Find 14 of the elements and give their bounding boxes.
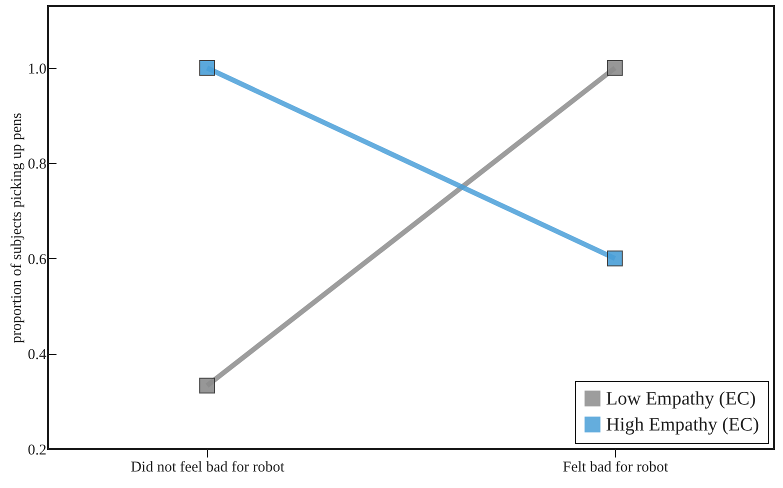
y-axis-title: proportion of subjects picking up pens [8, 112, 25, 344]
x-tick-label: Did not feel bad for robot [130, 460, 286, 476]
point [607, 250, 623, 266]
y-tick-label: 0.2 [28, 442, 46, 458]
y-tick-label: 0.4 [28, 347, 47, 364]
legend-label: High Empathy (EC) [606, 414, 760, 436]
legend-label: Low Empathy (EC) [606, 388, 756, 410]
y-tick-label: 0.6 [28, 252, 47, 268]
y-tick-label: 0.8 [28, 156, 46, 173]
point [199, 378, 215, 394]
point [199, 60, 215, 76]
x-tick-label: Felt bad for robot [562, 460, 669, 476]
y-tick-label: 1.0 [28, 61, 46, 78]
point [607, 60, 623, 76]
